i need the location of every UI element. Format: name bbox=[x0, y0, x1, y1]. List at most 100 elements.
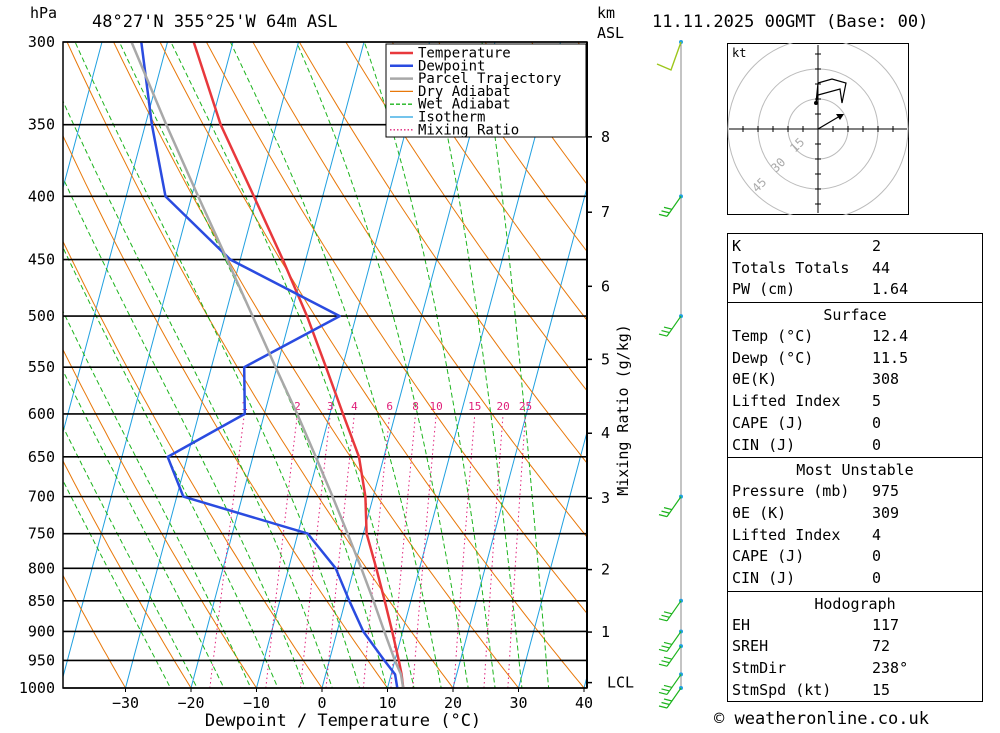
hodograph-ring bbox=[727, 43, 909, 215]
isotherm-line bbox=[321, 42, 496, 688]
km-tick-label: 3 bbox=[601, 489, 610, 507]
km-tick-label: 2 bbox=[601, 561, 610, 579]
dry-adiabat-line bbox=[63, 459, 192, 688]
wet-adiabat-line bbox=[118, 42, 388, 688]
wind-barb bbox=[656, 40, 683, 71]
temperature-tick-labels: −30 −20 −10 0 10 20 30 40 bbox=[112, 688, 593, 712]
wind-barb-feather bbox=[663, 684, 673, 688]
asl-unit-label: ASL bbox=[597, 24, 625, 42]
hodograph-point bbox=[814, 101, 818, 105]
index-row: StmDir 238° bbox=[728, 658, 982, 680]
dry-adiabat-line bbox=[66, 42, 454, 688]
storm-motion-arrowhead bbox=[836, 114, 844, 120]
wet-adiabat-line bbox=[63, 176, 306, 688]
wind-barb-feather bbox=[663, 611, 673, 615]
hodograph-section: Hodograph EH 117 SREH 72 StmDir 238° StmSpd… bbox=[728, 592, 982, 703]
index-row: StmSpd (kt) 15 bbox=[728, 680, 982, 702]
index-label: StmDir bbox=[732, 659, 787, 677]
mixing-ratio-value-label: 25 bbox=[519, 400, 532, 413]
wind-barb-feather bbox=[658, 618, 668, 622]
isotherm-line bbox=[387, 42, 561, 688]
index-label: Lifted Index bbox=[732, 392, 841, 411]
index-value: 308 bbox=[872, 370, 900, 389]
dry-adiabat-line bbox=[63, 574, 127, 688]
wind-barb bbox=[658, 314, 683, 337]
legend-label: Wet Adiabat bbox=[418, 97, 511, 113]
legend-label: Isotherm bbox=[418, 110, 485, 126]
x-tick-label: 40 bbox=[575, 694, 593, 712]
pressure-tick-label: 500 bbox=[28, 307, 55, 325]
index-row: CIN (J) 0 bbox=[728, 568, 982, 590]
km-tick-label: 5 bbox=[601, 350, 610, 368]
index-label: Temp (°C) bbox=[732, 327, 814, 346]
surface-section: Surface Temp (°C) 12.4 Dewp (°C) 11.5 θE(K… bbox=[728, 303, 982, 459]
index-value: 15 bbox=[872, 680, 891, 699]
wind-barb-feather bbox=[658, 691, 668, 695]
index-label: θE(K) bbox=[732, 370, 778, 389]
pressure-tick-label: 700 bbox=[28, 488, 55, 506]
index-label: CIN (J) bbox=[732, 435, 796, 454]
wind-barb-shaft bbox=[656, 41, 682, 71]
credit-text[interactable]: © weatheronline.co.uk bbox=[714, 709, 929, 729]
wind-barb-feather bbox=[658, 333, 668, 337]
mixing-ratio-line bbox=[412, 413, 437, 688]
wet-adiabat-line bbox=[74, 42, 361, 688]
wind-barb-feather bbox=[663, 698, 673, 702]
pressure-tick-label: 1000 bbox=[19, 679, 55, 697]
dry-adiabat-line bbox=[63, 240, 323, 688]
index-row: CIN (J) 0 bbox=[728, 435, 982, 457]
x-tick-label: 0 bbox=[317, 694, 326, 712]
wind-barb bbox=[658, 686, 683, 709]
pressure-tick-label: 600 bbox=[28, 405, 55, 423]
index-label: PW (cm) bbox=[732, 280, 796, 299]
index-value: 5 bbox=[872, 392, 882, 411]
hodograph-unit: kt bbox=[732, 46, 746, 60]
wind-barb bbox=[658, 598, 683, 622]
index-value: 0 bbox=[872, 435, 882, 454]
section-title: Surface bbox=[823, 306, 887, 325]
km-tick-label: 6 bbox=[601, 277, 610, 295]
index-value: 11.5 bbox=[872, 348, 909, 367]
mixing-ratio-line bbox=[362, 413, 391, 688]
dry-adiabat-line bbox=[438, 42, 587, 253]
index-label: Lifted Index bbox=[732, 525, 841, 544]
wet-adiabat-lines bbox=[63, 42, 550, 688]
dry-adiabat-line bbox=[205, 42, 587, 615]
wind-barb-feather bbox=[661, 210, 670, 214]
mixing-ratio-line bbox=[209, 413, 245, 688]
legend-label: Mixing Ratio bbox=[418, 122, 519, 138]
wet-adiabat-line bbox=[63, 310, 252, 688]
hpa-unit-label: hPa bbox=[30, 4, 58, 22]
pressure-tick-label: 400 bbox=[28, 187, 55, 205]
wind-barb-feather bbox=[661, 645, 670, 649]
x-tick-label: −30 bbox=[112, 694, 139, 712]
isotherm-line bbox=[518, 430, 587, 688]
index-row: θE (K) 309 bbox=[728, 503, 982, 525]
mixing-ratio-labels: 1 2 3 4 6 8 10 15 20 25 bbox=[241, 400, 532, 413]
dry-adiabat-line bbox=[63, 348, 258, 688]
x-tick-label: −10 bbox=[243, 694, 270, 712]
dry-adiabat-line bbox=[252, 42, 587, 538]
mixing-ratio-value-label: 15 bbox=[468, 400, 481, 413]
index-row-pw: PW (cm) 1.64 bbox=[728, 279, 982, 301]
wet-adiabat-line bbox=[63, 246, 279, 688]
index-value: 2 bbox=[872, 237, 882, 255]
legend-label: Temperature bbox=[418, 46, 511, 62]
legend-label: Parcel Trajectory bbox=[418, 71, 561, 87]
section-title: Most Unstable bbox=[796, 461, 914, 480]
dry-adiabat-lines bbox=[63, 42, 587, 688]
wind-barb-feather bbox=[663, 641, 673, 646]
isotherm-line bbox=[63, 42, 103, 190]
wet-adiabat-line bbox=[63, 99, 333, 688]
wind-barb-feather bbox=[661, 510, 670, 514]
pressure-tick-label: 650 bbox=[28, 448, 55, 466]
index-label: Dewp (°C) bbox=[732, 348, 814, 367]
index-row: Dewp (°C) 11.5 bbox=[728, 348, 982, 370]
index-value: 975 bbox=[872, 482, 900, 501]
km-tick-label: 1 bbox=[601, 623, 610, 641]
mixing-ratio-value-label: 6 bbox=[386, 400, 393, 413]
location-title: 48°27'N 355°25'W 64m ASL bbox=[92, 12, 338, 32]
km-tick-label: 7 bbox=[601, 203, 610, 221]
pressure-tick-label: 550 bbox=[28, 358, 55, 376]
